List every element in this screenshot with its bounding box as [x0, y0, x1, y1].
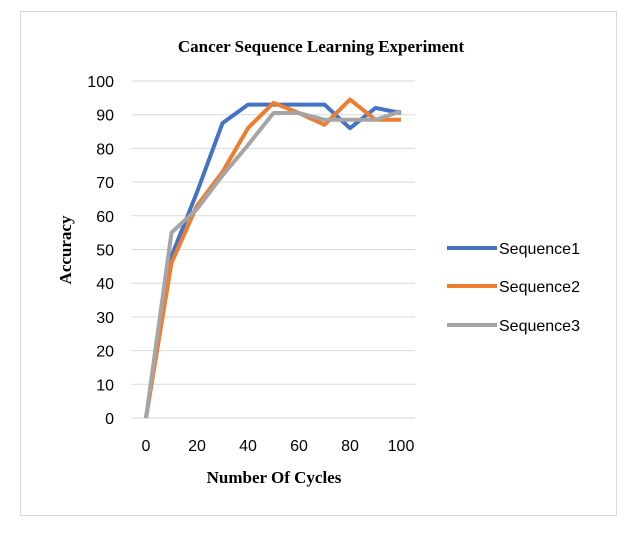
y-tick-label: 60 [96, 209, 114, 226]
legend-label-3: Sequence3 [499, 318, 580, 335]
chart-title: Cancer Sequence Learning Experiment [178, 37, 465, 56]
y-tick-label: 0 [105, 411, 114, 428]
y-tick-label: 90 [96, 108, 114, 125]
x-tick-label: 0 [142, 438, 151, 455]
y-tick-label: 30 [96, 310, 114, 327]
x-tick-label: 20 [188, 438, 206, 455]
y-tick-label: 20 [96, 344, 114, 361]
y-tick-label: 50 [96, 243, 114, 260]
legend-label-1: Sequence1 [499, 241, 580, 258]
x-axis-label: Number Of Cycles [207, 468, 342, 487]
y-tick-label: 70 [96, 175, 114, 192]
series-line-1 [144, 102, 402, 419]
series-line-3 [144, 109, 402, 419]
legend-label-2: Sequence2 [499, 279, 580, 296]
chart-frame [20, 11, 617, 516]
series-line-2 [144, 97, 401, 419]
y-tick-label: 40 [96, 276, 114, 293]
y-axis-label: Accuracy [56, 215, 75, 284]
y-tick-label: 100 [87, 74, 114, 91]
y-tick-label: 10 [96, 377, 114, 394]
series-lines [144, 97, 402, 419]
y-axis-ticks: 0 10 20 30 40 50 60 70 80 90 100 [87, 74, 114, 428]
x-tick-label: 60 [290, 438, 308, 455]
x-axis-ticks: 0 20 40 60 80 100 [142, 438, 415, 455]
x-tick-label: 80 [341, 438, 359, 455]
y-tick-label: 80 [96, 141, 114, 158]
x-tick-label: 100 [388, 438, 415, 455]
legend: Sequence1 Sequence2 Sequence3 [447, 241, 580, 335]
x-tick-label: 40 [239, 438, 257, 455]
